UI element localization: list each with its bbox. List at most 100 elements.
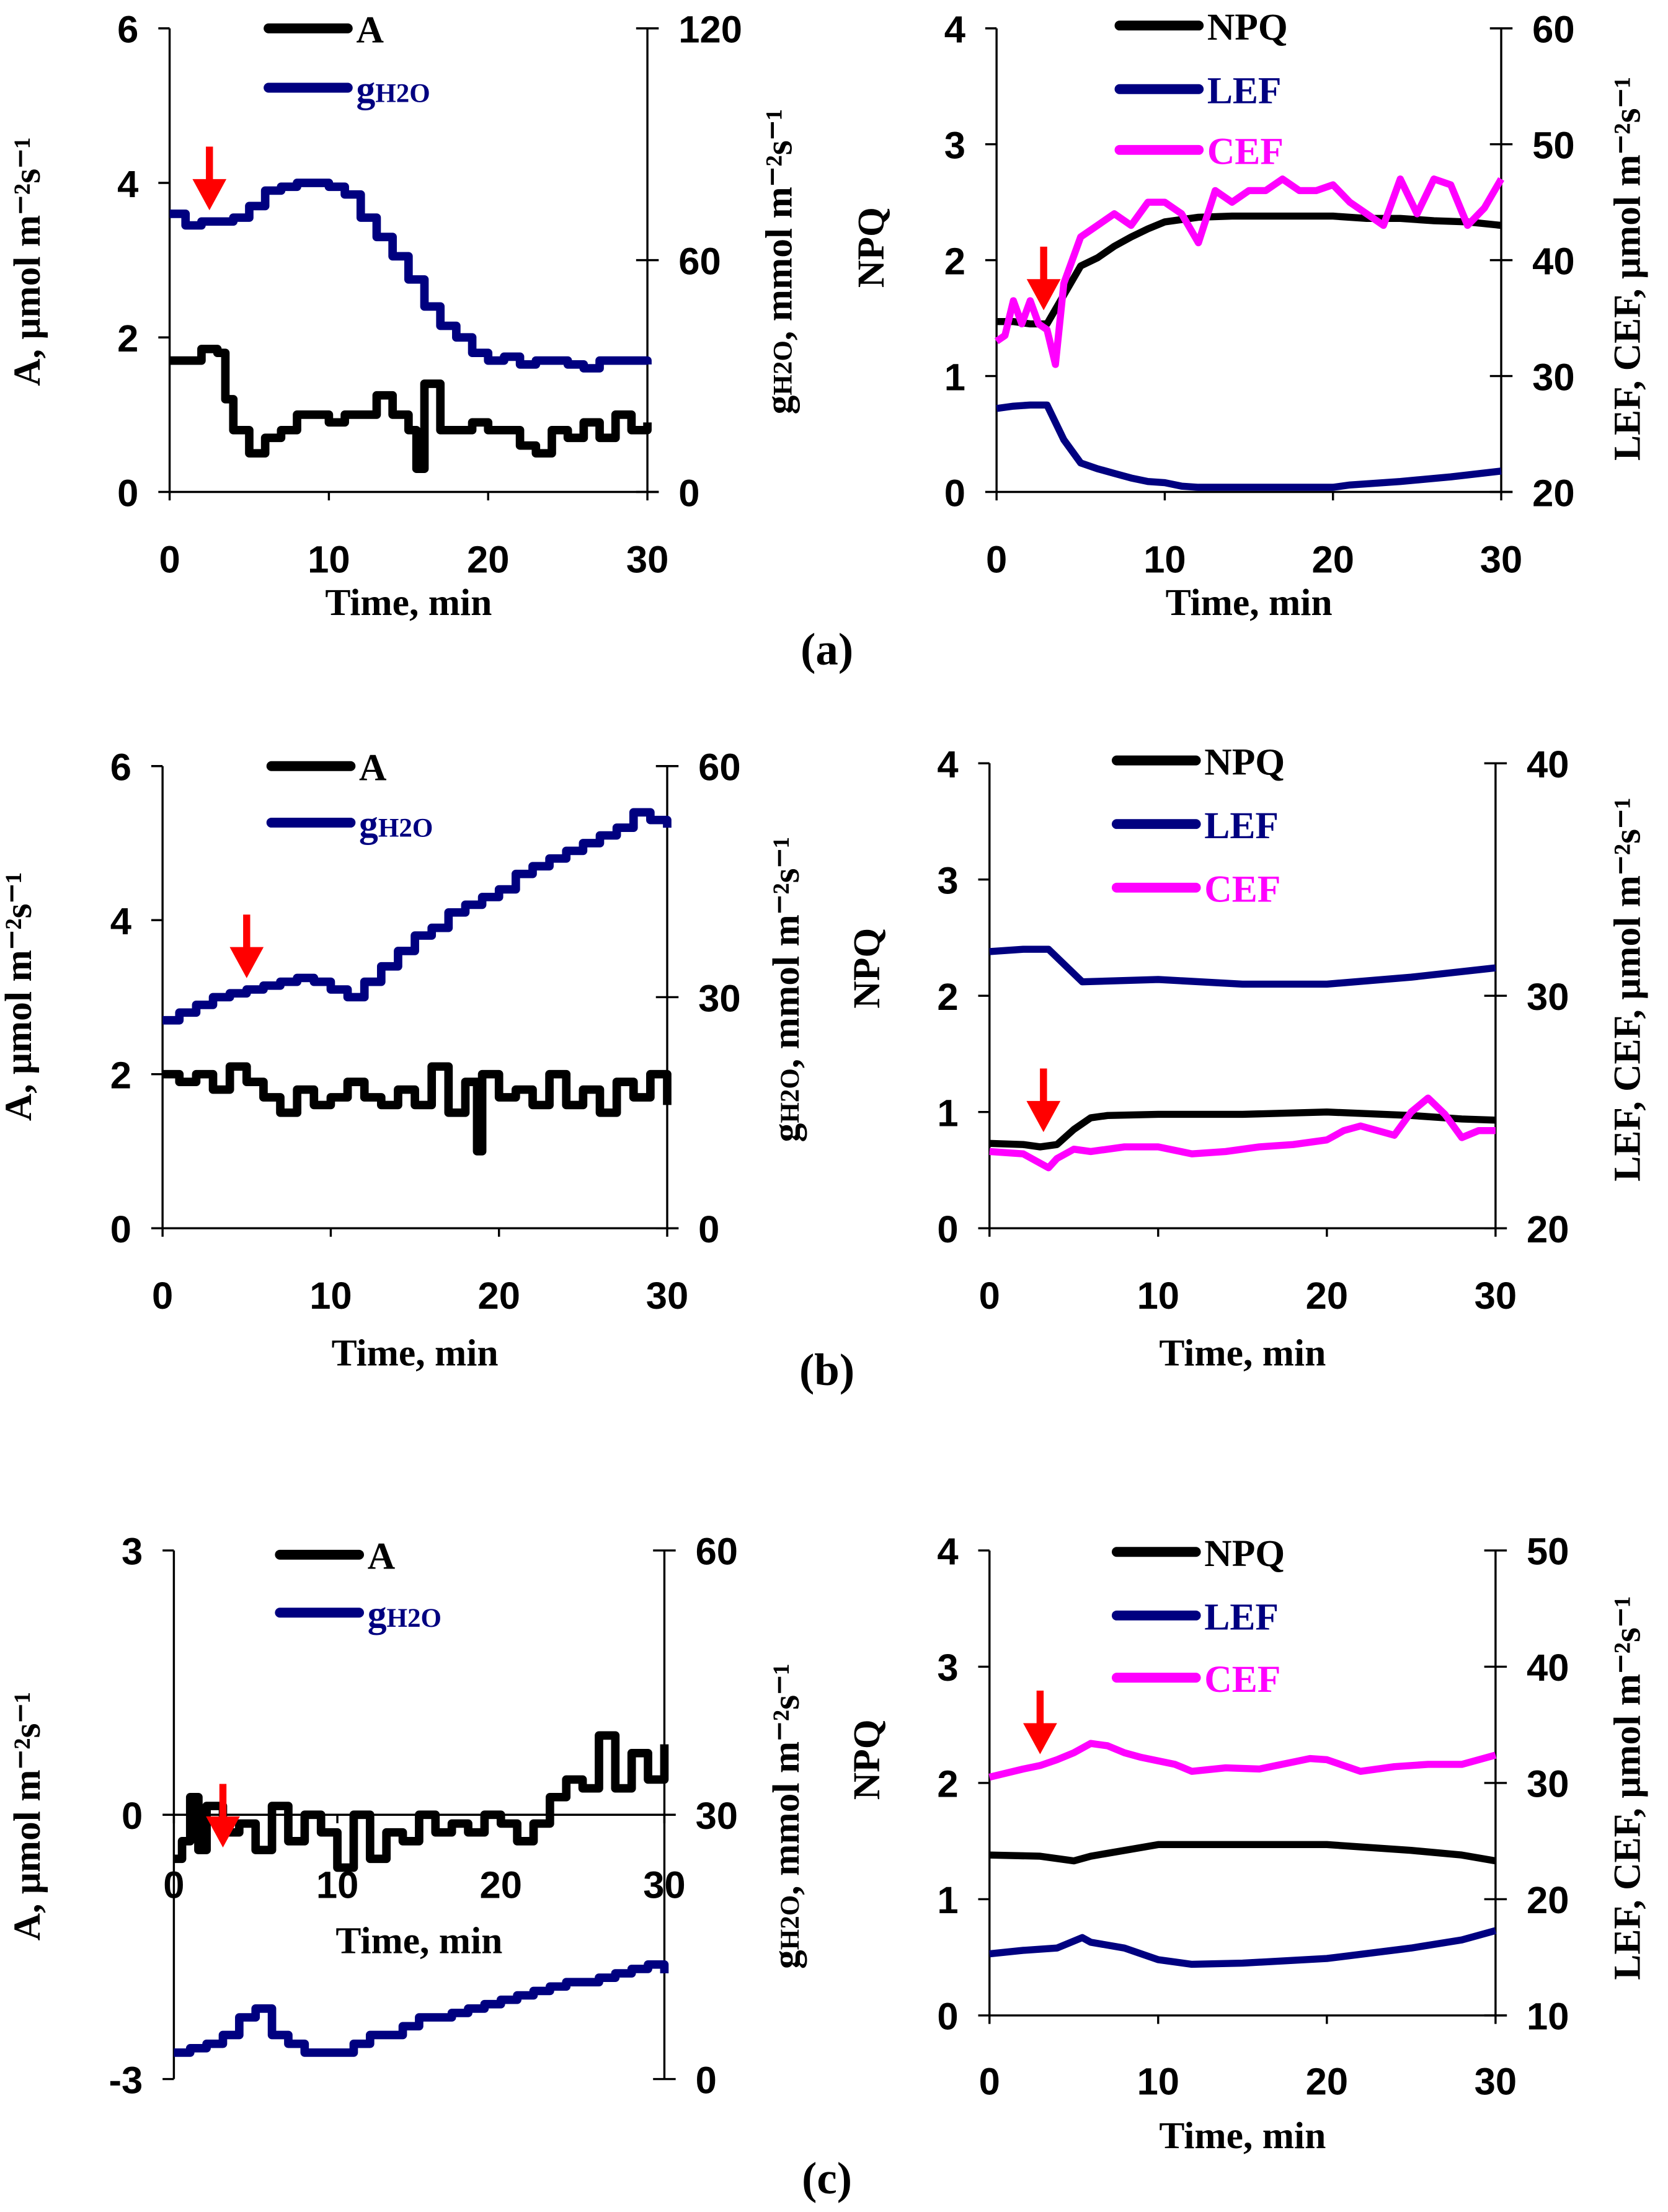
y-right-tick-label: 60 [698, 746, 740, 789]
x-tick-label: 20 [1306, 1275, 1348, 1317]
x-tick-label: 10 [309, 1275, 352, 1317]
y-left-tick-label: 2 [117, 317, 138, 360]
legend-label-npq: NPQ [1204, 1533, 1285, 1575]
y-left-tick-label: 0 [110, 1208, 131, 1251]
chart-panel-c-right: 0 10 20 30 0 1 2 3 4 10 20 30 40 50 Time, min NPQ LEF, C… [846, 1531, 1648, 2157]
y-left-tick-label: -3 [109, 2059, 143, 2102]
arrow-annotation-icon [206, 1784, 240, 1848]
y-right-tick-label: 40 [1532, 240, 1574, 283]
legend-label-npq: NPQ [1204, 741, 1285, 783]
y-right-tick-label: 0 [698, 1208, 719, 1251]
caption-a: (a) [801, 624, 853, 675]
y-right-tick-label: 30 [698, 977, 740, 1020]
series-line-lef [996, 401, 1502, 491]
legend-label-cef: CEF [1204, 1658, 1280, 1701]
y-left-axis-title: NPQ [850, 207, 892, 288]
x-tick-label: 20 [1311, 538, 1354, 581]
series-line-a [169, 345, 652, 473]
y-left-tick-label: 4 [944, 9, 965, 51]
series-line-npq [989, 1841, 1496, 1865]
y-right-axis-title: gH2O, mmol m⁻²s⁻¹ [758, 108, 801, 414]
legend-label-cef: CEF [1207, 131, 1284, 173]
arrow-annotation-icon [1023, 1691, 1057, 1754]
arrow-head [1023, 1723, 1057, 1754]
x-axis-title: Time, min [325, 582, 492, 624]
y-right-tick-label: 40 [1527, 743, 1569, 786]
y-left-tick-label: 4 [937, 1531, 958, 1573]
y-right-axis-title: LEF, CEF, μmol m⁻²s⁻¹ [1606, 77, 1648, 461]
x-tick-label: 30 [646, 1275, 688, 1317]
x-axis-title: Time, min [1166, 582, 1333, 624]
y-right-tick-label: 30 [1527, 976, 1569, 1019]
y-right-tick-label: 20 [1527, 1879, 1569, 1922]
x-tick-label: 0 [986, 538, 1007, 581]
y-left-tick-label: 4 [937, 743, 958, 786]
x-tick-label: 0 [979, 2061, 1000, 2104]
x-tick-label: 30 [1480, 538, 1522, 581]
y-right-tick-label: 60 [1532, 9, 1574, 51]
x-tick-label: 20 [477, 1275, 520, 1317]
y-left-axis-title: A, μmol m⁻²s⁻¹ [6, 137, 48, 386]
x-tick-label: 30 [643, 1864, 685, 1907]
y-left-tick-label: 1 [944, 356, 965, 399]
series-line-gh2o [174, 1960, 669, 2057]
y-left-tick-label: 0 [937, 1996, 958, 2038]
series-line-gh2o [162, 808, 672, 1025]
y-left-tick-label: 2 [937, 1763, 958, 1806]
legend-label-lef: LEF [1204, 805, 1279, 847]
legend-label-lef: LEF [1207, 70, 1282, 112]
arrow-annotation-icon [1026, 246, 1061, 311]
y-right-tick-label: 0 [678, 472, 699, 515]
y-right-tick-label: 20 [1527, 1208, 1569, 1251]
y-right-axis-title: gH2O, mmol m⁻²s⁻¹ [765, 1663, 807, 1969]
series-line-lef [989, 945, 1496, 988]
series-line-cef [988, 1740, 1497, 1781]
x-axis-title: Time, min [1159, 1332, 1326, 1374]
y-left-tick-label: 3 [122, 1531, 143, 1573]
series-line-npq [989, 1108, 1496, 1151]
y-left-tick-label: 3 [944, 124, 965, 167]
x-tick-label: 10 [1137, 1275, 1179, 1317]
legend-label-gh2o: gH2O [359, 803, 433, 846]
y-right-tick-label: 60 [678, 240, 721, 283]
y-left-tick-label: 2 [937, 976, 958, 1019]
legend-label-a: A [368, 1536, 395, 1578]
y-right-tick-label: 60 [696, 1531, 738, 1573]
x-tick-label: 30 [1475, 2061, 1517, 2104]
x-tick-label: 10 [1143, 538, 1186, 581]
x-axis-title: Time, min [335, 1920, 502, 1962]
x-tick-label: 0 [979, 1275, 1000, 1317]
x-tick-label: 20 [467, 538, 509, 581]
y-right-tick-label: 120 [678, 9, 742, 51]
y-left-tick-label: 6 [110, 746, 131, 789]
y-left-axis-title: A, μmol m⁻²s⁻¹ [0, 872, 40, 1121]
y-right-tick-label: 30 [696, 1795, 738, 1838]
arrow-head [229, 947, 264, 978]
y-right-tick-label: 30 [1527, 1763, 1569, 1806]
y-left-tick-label: 3 [937, 1647, 958, 1689]
arrow-annotation-icon [192, 146, 227, 211]
y-right-tick-label: 10 [1527, 1996, 1569, 2038]
x-tick-label: 0 [152, 1275, 173, 1317]
arrow-head [192, 179, 227, 211]
legend-label-lef: LEF [1204, 1596, 1279, 1639]
series-line-gh2o [169, 179, 652, 373]
x-tick-label: 10 [308, 538, 350, 581]
series-line-cef [989, 1094, 1496, 1172]
y-right-tick-label: 20 [1532, 472, 1574, 515]
y-left-axis-title: A, μmol m⁻²s⁻¹ [6, 1692, 48, 1941]
legend-label-a: A [356, 9, 383, 51]
y-left-tick-label: 1 [937, 1092, 958, 1135]
y-left-tick-label: 2 [944, 240, 965, 283]
x-tick-label: 10 [1137, 2061, 1179, 2104]
x-tick-label: 20 [480, 1864, 522, 1907]
x-tick-label: 30 [626, 538, 668, 581]
x-tick-label: 30 [1475, 1275, 1517, 1317]
arrow-annotation-icon [1026, 1068, 1061, 1133]
series-line-cef [994, 175, 1504, 368]
